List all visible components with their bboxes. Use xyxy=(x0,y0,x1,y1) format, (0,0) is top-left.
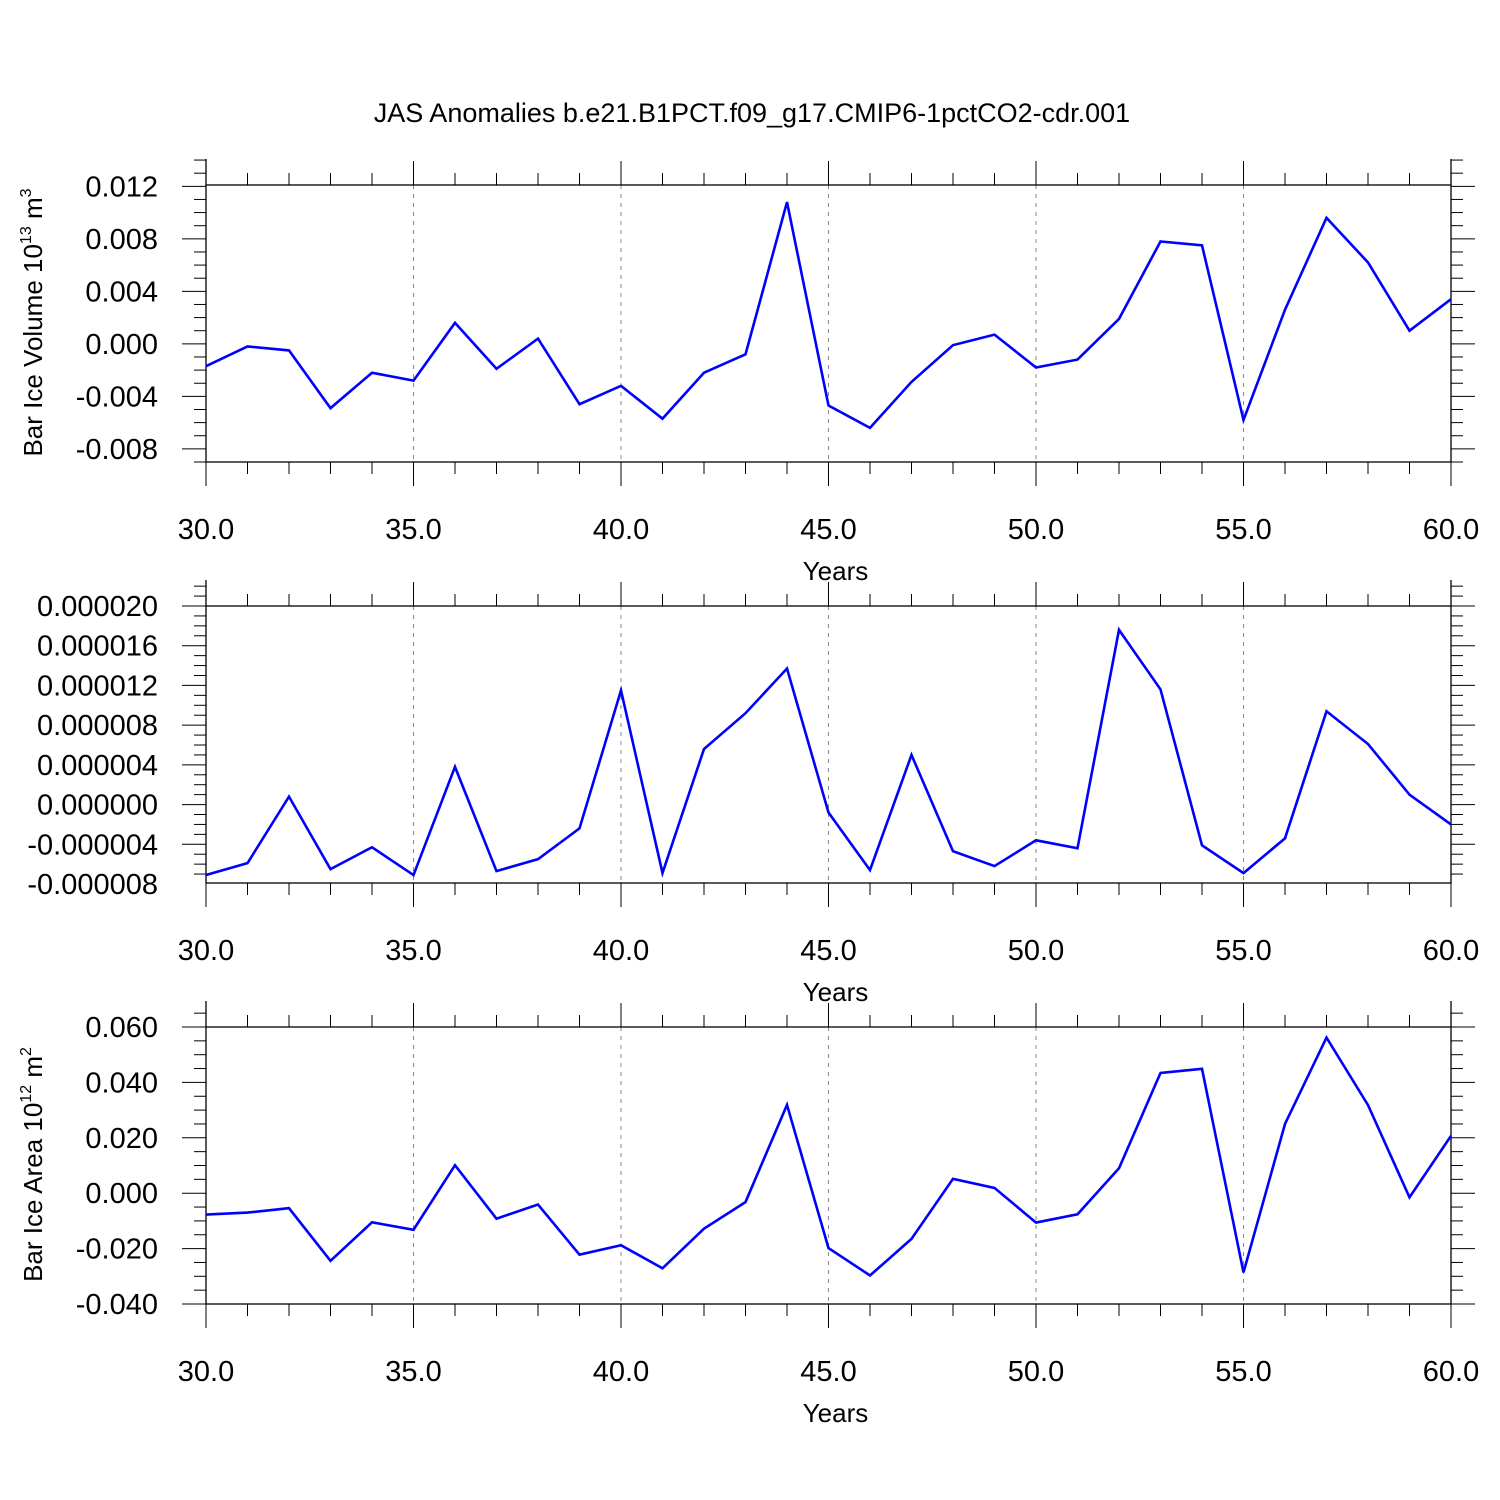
y-tick-label: 0.000 xyxy=(85,329,158,361)
x-tick-label: 40.0 xyxy=(593,935,649,967)
x-axis-label: Years xyxy=(803,556,869,586)
x-tick-label: 60.0 xyxy=(1423,935,1479,967)
y-tick-label: -0.008 xyxy=(76,434,158,466)
x-tick-label: 40.0 xyxy=(593,1356,649,1388)
y-axis-label-text: Bar Ice Volume 10 xyxy=(18,244,48,456)
chart-panels: 30.0 35.0 40.0 45.0 50.0 55.0 60.0 -0.008 -0.004… xyxy=(18,159,1479,1428)
y-axis-label-sup: 13 xyxy=(18,226,35,244)
y-tick-label: 0.000020 xyxy=(37,591,158,623)
x-tick-label: 45.0 xyxy=(800,1356,856,1388)
x-tick-label: 45.0 xyxy=(800,514,856,546)
x-tick-label: 30.0 xyxy=(178,514,234,546)
y-tick-label: 0.000 xyxy=(85,1178,158,1210)
x-tick-label: 60.0 xyxy=(1423,1356,1479,1388)
x-tick-label: 55.0 xyxy=(1215,514,1271,546)
y-tick-label: -0.020 xyxy=(76,1234,158,1266)
chart-title: JAS Anomalies b.e21.B1PCT.f09_g17.CMIP6-… xyxy=(374,98,1130,128)
series-line-1 xyxy=(205,626,1452,878)
x-tick-label: 35.0 xyxy=(385,514,441,546)
x-tick-label: 30.0 xyxy=(178,935,234,967)
x-tick-label: 35.0 xyxy=(385,935,441,967)
x-tick-label: 60.0 xyxy=(1423,514,1479,546)
y-tick-label: 0.000012 xyxy=(37,670,158,702)
series-line-1 xyxy=(205,1034,1453,1278)
y-tick-label: 0.000004 xyxy=(37,750,158,782)
y-tick-label: 0.040 xyxy=(85,1067,158,1099)
y-axis-label-unit: m xyxy=(18,1056,48,1085)
y-tick-label: 0.000000 xyxy=(37,790,158,822)
y-tick-label: 0.004 xyxy=(85,276,158,308)
y-tick-label: -0.004 xyxy=(76,381,158,413)
x-tick-label: 45.0 xyxy=(800,935,856,967)
x-tick-label: 55.0 xyxy=(1215,935,1271,967)
y-tick-label: 0.020 xyxy=(85,1123,158,1155)
x-tick-label: 50.0 xyxy=(1008,514,1064,546)
x-tick-label: 50.0 xyxy=(1008,935,1064,967)
y-axis-label-unit-sup: 2 xyxy=(18,1047,35,1056)
y-tick-label: 0.008 xyxy=(85,224,158,256)
y-tick-label: 0.000008 xyxy=(37,710,158,742)
y-axis-label-sup: 12 xyxy=(18,1085,35,1103)
y-axis-label-unit-sup: 3 xyxy=(18,188,35,197)
chart-panel-2: 30.0 35.0 40.0 45.0 50.0 55.0 60.0 -0.000008 -0.… xyxy=(27,580,1479,1007)
x-tick-label: 55.0 xyxy=(1215,1356,1271,1388)
y-tick-label: 0.012 xyxy=(85,171,158,203)
y-tick-label: -0.040 xyxy=(76,1289,158,1321)
x-tick-label: 30.0 xyxy=(178,1356,234,1388)
y-axis-label-unit: m xyxy=(18,197,48,226)
y-axis-label: Bar Ice Volume 1013 m3 xyxy=(18,188,48,456)
y-tick-label: -0.000008 xyxy=(27,869,158,901)
y-axis-label-text: Bar Ice Area 10 xyxy=(18,1103,48,1282)
y-tick-label: 0.000016 xyxy=(37,631,158,663)
chart-panel-1: 30.0 35.0 40.0 45.0 50.0 55.0 60.0 -0.008 -0.004… xyxy=(18,159,1479,586)
x-axis-label: Years xyxy=(803,1398,869,1428)
y-tick-label: 0.060 xyxy=(85,1012,158,1044)
x-tick-label: 40.0 xyxy=(593,514,649,546)
y-tick-label: -0.000004 xyxy=(27,829,158,861)
chart-panel-3: 30.0 35.0 40.0 45.0 50.0 55.0 60.0 -0.040 -0.020… xyxy=(18,1001,1479,1428)
x-tick-label: 35.0 xyxy=(385,1356,441,1388)
y-axis-label: Bar Ice Area 1012 m2 xyxy=(18,1047,48,1282)
x-tick-label: 50.0 xyxy=(1008,1356,1064,1388)
x-axis-label: Years xyxy=(803,977,869,1007)
series-line-1 xyxy=(205,201,1452,430)
